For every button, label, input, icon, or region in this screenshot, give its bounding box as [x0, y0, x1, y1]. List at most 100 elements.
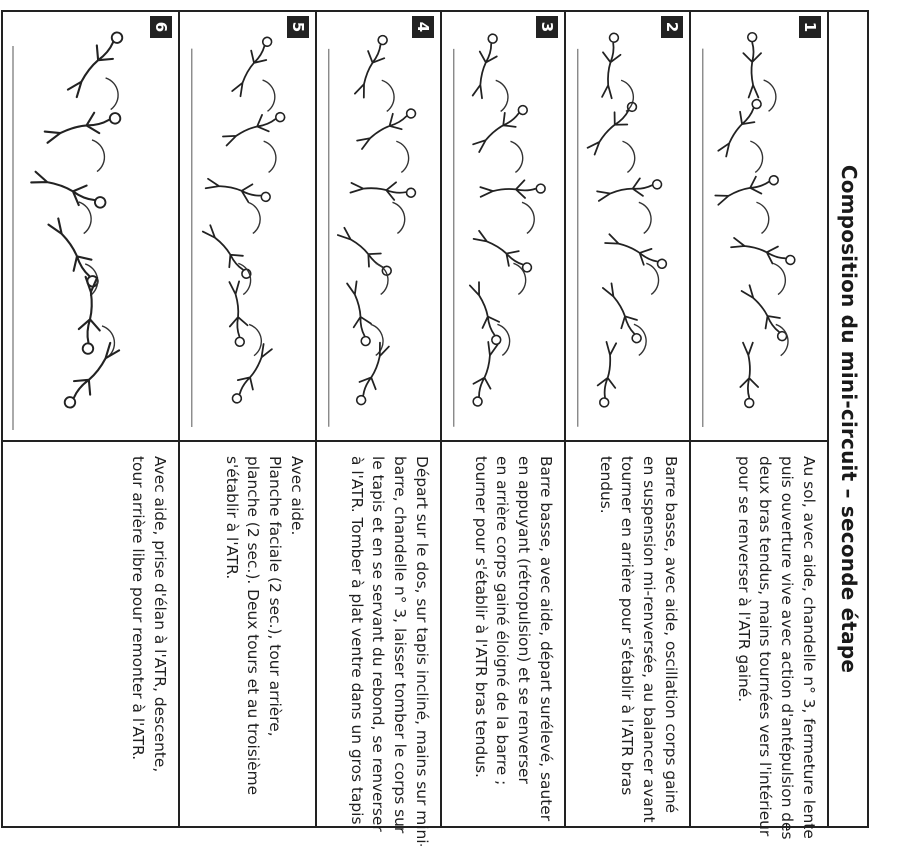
description-line: tour arrière libre pour remonter à l'ATR…	[129, 456, 148, 761]
description-line: Avec aide, prise d'élan à l'ATR, descent…	[151, 456, 169, 773]
motion-arrow	[750, 140, 764, 173]
gymnast-figure	[349, 181, 417, 201]
sketch-drawing	[702, 31, 796, 428]
gymnast-figure	[472, 104, 529, 153]
description-line: barre, chandelle n° 3, laisser tomber le…	[391, 456, 410, 834]
exercise-number-badge: 5	[287, 16, 309, 38]
motion-arrow	[370, 323, 384, 357]
description-line: s'établir à l'ATR.	[222, 456, 241, 580]
gymnast-figure	[336, 226, 392, 276]
gymnast-figure	[596, 341, 618, 408]
exercise-description: Barre basse, avec aide, oscillation corp…	[594, 456, 681, 823]
sketch-drawing	[453, 33, 546, 427]
description-line: pour se renverser à l'ATR gainé.	[734, 456, 753, 703]
gymnast-figure	[355, 341, 390, 406]
description-line: Planche faciale (2 sec.), tour arrière,	[266, 456, 285, 737]
exercise-illustration: 3	[442, 10, 564, 442]
exercise-description: Départ sur le dos, sur tapis incliné, ma…	[345, 456, 432, 846]
description-line: Départ sur le dos, sur tapis incliné, ma…	[413, 456, 431, 846]
description-line: tendus.	[596, 456, 615, 514]
gymnast-figure	[30, 170, 107, 209]
gymnast-figure	[204, 177, 271, 203]
gymnast-figure	[472, 229, 533, 273]
gymnast-figure	[354, 34, 388, 99]
exercise-description: Avec aide. Planche faciale (2 sec.), tour…	[220, 456, 307, 818]
gymnast-figure	[66, 31, 124, 99]
sketch-drawing	[328, 34, 417, 427]
motion-arrow	[238, 262, 252, 296]
gymnast-figure	[604, 233, 668, 270]
description-line: planche (2 sec.). Deux tours et au trois…	[244, 456, 263, 796]
gymnast-figure	[222, 111, 286, 147]
exercise-illustration: 1	[691, 10, 827, 442]
exercise-row: 5 Avec aide. Planche faciale (2 sec.), tou…	[178, 10, 315, 828]
motion-arrow	[248, 323, 263, 357]
exercise-number-badge: 3	[536, 16, 558, 38]
gymnast-figure	[228, 280, 249, 348]
motion-arrow	[756, 201, 770, 235]
description-line: en arrière corps gainé éloigné de la bar…	[493, 456, 512, 786]
exercise-row: 4 Départ sur le dos, sur tapis incliné, m…	[315, 10, 440, 846]
motion-arrow	[521, 201, 535, 235]
gymnast-figure	[479, 179, 546, 199]
gymnast-figure	[742, 31, 762, 99]
gymnast-figure	[201, 224, 252, 279]
motion-arrow	[78, 201, 92, 235]
motion-arrow	[622, 140, 636, 174]
gymnast-figure	[63, 341, 121, 409]
motion-arrow	[396, 140, 410, 174]
description-line: à l'ATR. Tomber à plat ventre dans un gr…	[347, 456, 366, 830]
motion-arrow	[646, 262, 660, 296]
description-line: puis ouverture vive avec action d'antépu…	[778, 456, 797, 840]
gymnast-figure	[739, 341, 759, 409]
gymnast-figure	[601, 282, 642, 344]
description-line: en suspension mi-renversée, au balancer …	[640, 456, 659, 823]
gymnast-figure	[601, 32, 622, 100]
exercise-description: Avec aide, prise d'élan à l'ATR, descent…	[126, 456, 170, 818]
exercise-illustration: 5	[180, 10, 315, 442]
table-title: Composition du mini-circuit – seconde ét…	[827, 10, 869, 828]
gymnast-figure	[730, 237, 796, 266]
exercise-illustration: 2	[566, 10, 689, 442]
description-line: Au sol, avec aide, chandelle n° 3, ferme…	[800, 456, 818, 839]
motion-arrow	[247, 201, 261, 235]
motion-arrow	[633, 323, 647, 357]
description-line: deux bras tendus, mains tournées vers l'…	[756, 456, 775, 837]
description-line: tourner en arrière pour s'établir à l'AT…	[618, 456, 637, 796]
motion-arrow	[91, 139, 106, 173]
gymnast-figure	[77, 275, 101, 355]
description-line: tourner pour s'établir à l'ATR bras tend…	[471, 456, 490, 778]
exercise-description: Au sol, avec aide, chandelle n° 3, ferme…	[732, 456, 819, 840]
gymnast-figure	[714, 174, 780, 206]
description-line: le tapis et en se servant du rebond, se …	[369, 456, 388, 832]
motion-arrow	[775, 323, 789, 357]
gymnast-figure	[586, 101, 638, 156]
motion-arrow	[772, 262, 787, 296]
gymnast-figure	[717, 98, 762, 158]
exercise-row: 3 Barre basse, avec aide, départ surélevé…	[440, 10, 564, 828]
motion-arrow	[105, 77, 119, 111]
description-line: Barre basse, avec aide, départ surélevé,…	[537, 456, 555, 822]
motion-arrow	[263, 140, 277, 173]
motion-arrow	[638, 201, 652, 235]
exercise-number-badge: 1	[799, 16, 821, 38]
gymnast-figure	[231, 343, 273, 404]
gymnast-figure	[472, 341, 499, 407]
exercise-number-badge: 2	[661, 16, 683, 38]
gymnast-figure	[471, 33, 498, 100]
motion-arrow	[620, 79, 635, 113]
description-line: Barre basse, avec aide, oscillation corp…	[662, 456, 680, 814]
motion-arrow	[375, 262, 389, 296]
motion-arrow	[513, 262, 527, 296]
exercise-row: 1 Au sol, avec aide, chandelle n° 3, ferm…	[689, 10, 827, 840]
motion-arrow	[262, 79, 276, 112]
exercise-description: Barre basse, avec aide, départ surélevé,…	[469, 456, 556, 822]
exercise-illustration: 6	[1, 10, 178, 442]
motion-arrow	[495, 79, 509, 113]
gymnast-figure	[346, 280, 372, 347]
description-line: en appuyant (rétropulsion) et se renvers…	[515, 456, 534, 784]
description-line: Avec aide.	[288, 456, 306, 536]
exercise-row: 2 Barre basse, avec aide, oscillation cor…	[564, 10, 689, 828]
